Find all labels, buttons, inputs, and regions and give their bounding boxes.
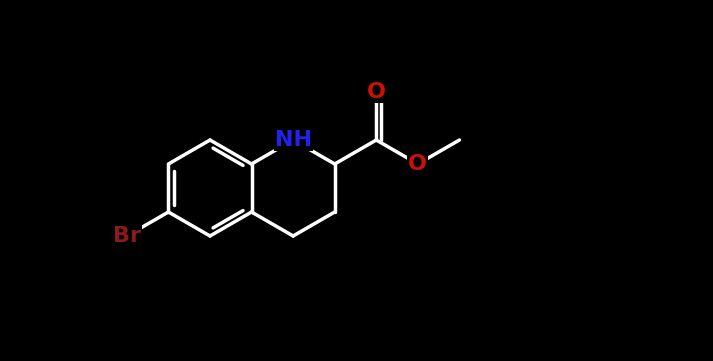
Text: NH: NH [275, 130, 312, 150]
Text: Br: Br [113, 226, 141, 246]
Text: O: O [366, 82, 386, 102]
Text: O: O [409, 154, 427, 174]
